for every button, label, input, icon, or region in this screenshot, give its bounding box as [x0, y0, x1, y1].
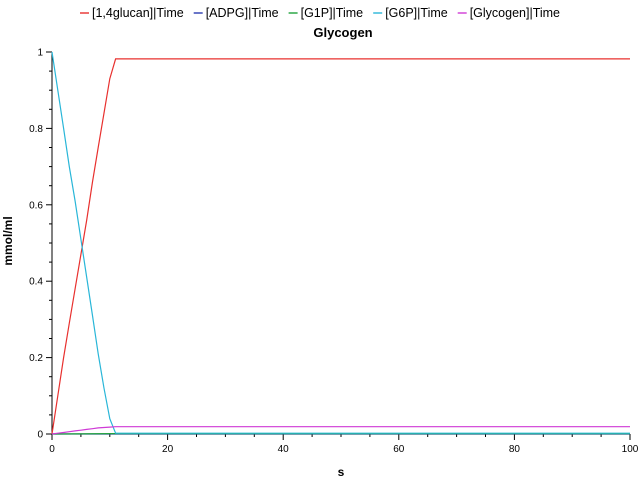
- x-tick-label: 20: [162, 444, 174, 455]
- axes: 0 20 40 60 80 100 0 0.2 0.4 0.6 0.8 1: [29, 48, 639, 456]
- x-tick-label: 100: [622, 444, 639, 455]
- series-line-0: [51, 58, 630, 435]
- legend-item-0: [1,4glucan]|Time: [80, 6, 184, 20]
- y-axis-label: mmol/ml: [1, 216, 15, 265]
- series-layer: [51, 51, 630, 435]
- legend-label: [G6P]|Time: [385, 6, 448, 20]
- legend-label: [Glycogen]|Time: [470, 6, 560, 20]
- y-tick-label: 0.4: [29, 277, 43, 288]
- series-line-4: [51, 426, 630, 435]
- x-tick-label: 0: [49, 444, 55, 455]
- y-tick-label: 0.8: [29, 124, 43, 135]
- legend-label: [ADPG]|Time: [206, 6, 279, 20]
- y-tick-label: 1: [37, 48, 43, 59]
- x-axis-label: s: [338, 465, 345, 479]
- y-tick-label: 0.2: [29, 353, 43, 364]
- y-tick-label: 0.6: [29, 200, 43, 211]
- legend-item-4: [Glycogen]|Time: [457, 6, 560, 20]
- x-tick-label: 40: [278, 444, 290, 455]
- x-tick-label: 80: [509, 444, 521, 455]
- x-tick-label: 60: [393, 444, 405, 455]
- legend-item-3: [G6P]|Time: [373, 6, 448, 20]
- y-tick-label: 0: [37, 430, 43, 441]
- legend: [1,4glucan]|Time [ADPG]|Time [G1P]|Time [G6…: [80, 6, 560, 20]
- legend-item-1: [ADPG]|Time: [193, 6, 279, 20]
- chart-title: Glycogen: [313, 25, 372, 40]
- legend-label: [G1P]|Time: [301, 6, 364, 20]
- series-line-3: [51, 51, 630, 434]
- legend-label: [1,4glucan]|Time: [92, 6, 184, 20]
- legend-item-2: [G1P]|Time: [288, 6, 364, 20]
